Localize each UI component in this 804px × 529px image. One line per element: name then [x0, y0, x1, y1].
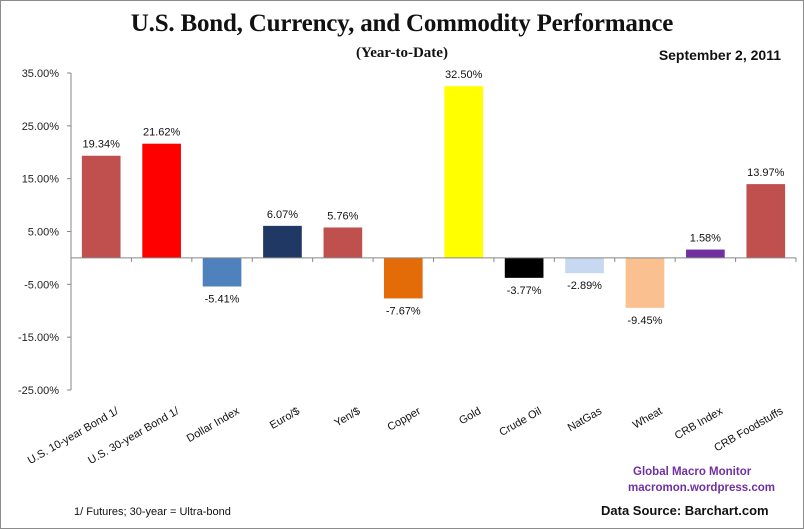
- bars: [81, 86, 786, 308]
- data-label: 21.62%: [143, 127, 181, 139]
- y-tick-label: -25.00%: [18, 385, 59, 397]
- data-label: -7.67%: [386, 305, 421, 317]
- data-labels: 19.34% 21.62% -5.41% 6.07% 5.76% -7.67% 32.50%…: [83, 69, 785, 327]
- bar: [565, 257, 604, 274]
- category-labels: U.S. 10-year Bond 1/U.S. 30-year Bond 1/…: [26, 405, 786, 467]
- category-label: Wheat: [631, 405, 665, 431]
- bar: [323, 227, 363, 258]
- y-tick-label: 35.00%: [22, 68, 60, 80]
- y-axis: 35.00% 25.00% 15.00% 5.00% -5.00% -15.00% -25.…: [18, 68, 72, 397]
- category-label: Yen/$: [332, 405, 362, 429]
- data-label: 32.50%: [445, 69, 483, 81]
- bar: [263, 225, 302, 258]
- bar: [142, 143, 181, 258]
- bar: [504, 257, 544, 278]
- bar: [625, 257, 665, 308]
- category-label: Gold: [457, 405, 483, 427]
- data-label: 19.34%: [83, 139, 121, 151]
- y-tick-label: -5.00%: [24, 279, 59, 291]
- bar: [202, 257, 242, 287]
- data-label: -5.41%: [205, 293, 240, 305]
- bar: [746, 184, 786, 258]
- brand-url: macromon.wordpress.com: [628, 482, 775, 494]
- bar: [686, 249, 725, 258]
- y-tick-label: -15.00%: [18, 332, 59, 344]
- data-source: Data Source: Barchart.com: [601, 503, 769, 518]
- y-tick-label: 25.00%: [22, 121, 60, 133]
- y-tick-label: 15.00%: [22, 174, 60, 186]
- chart-subtitle: (Year-to-Date): [356, 45, 448, 61]
- category-label: CRB Index: [673, 405, 725, 442]
- category-label: Euro/$: [268, 405, 302, 432]
- category-label: Crude Oil: [497, 405, 543, 439]
- data-label: 6.07%: [267, 209, 298, 221]
- data-label: -3.77%: [507, 285, 542, 297]
- data-label: -2.89%: [567, 280, 602, 292]
- y-tick-label: 5.00%: [28, 227, 59, 239]
- category-label: Copper: [386, 405, 424, 434]
- data-label: 1.58%: [690, 233, 721, 245]
- x-axis: [71, 257, 797, 262]
- data-label: 13.97%: [747, 167, 785, 179]
- bar: [444, 86, 484, 258]
- chart-title: U.S. Bond, Currency, and Commodity Perfo…: [130, 10, 674, 37]
- footnote: 1/ Futures; 30-year = Ultra-bond: [74, 506, 231, 518]
- data-label: -9.45%: [628, 315, 663, 327]
- category-label: Dollar Index: [185, 405, 242, 445]
- category-label: CRB Foodstuffs: [712, 405, 785, 454]
- category-label: NatGas: [566, 405, 605, 434]
- bar: [383, 257, 423, 299]
- chart-date: September 2, 2011: [658, 47, 781, 63]
- data-label: 5.76%: [327, 210, 358, 222]
- brand-name: Global Macro Monitor: [633, 466, 752, 478]
- bar: [81, 155, 121, 258]
